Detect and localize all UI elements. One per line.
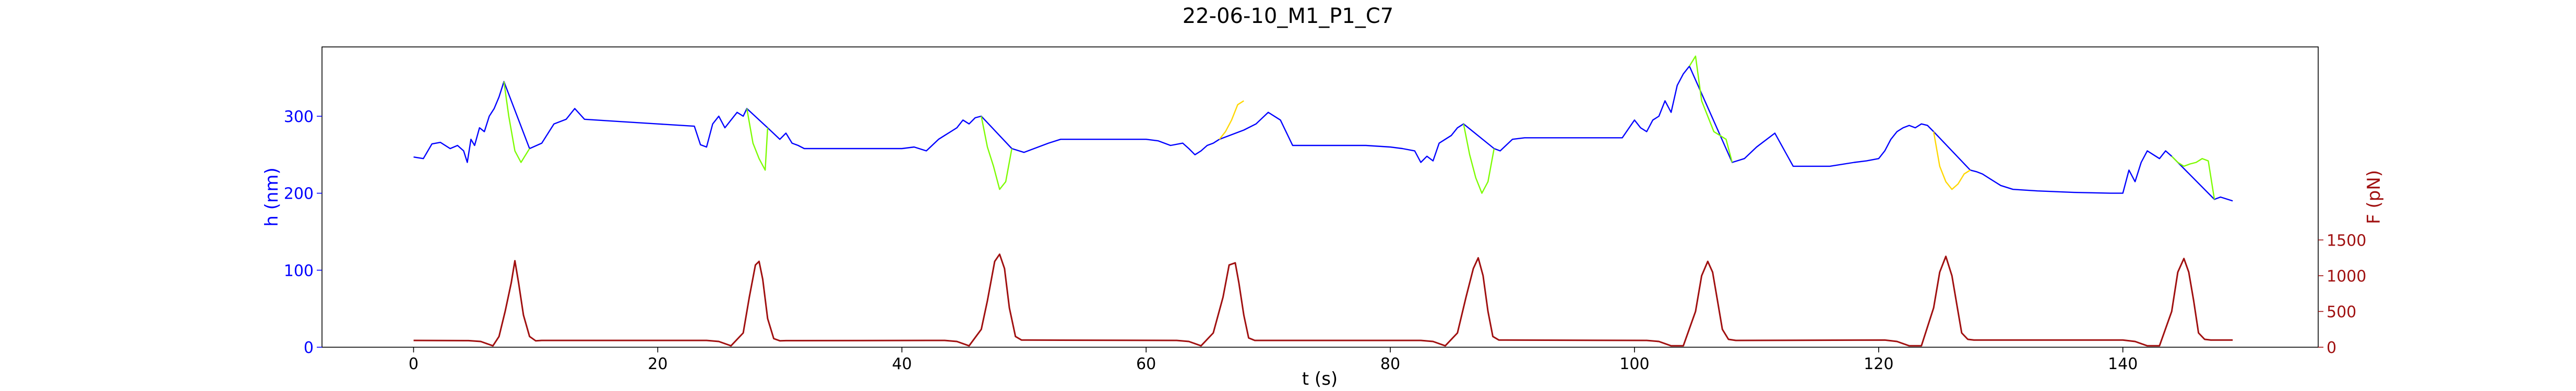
x-tick-label: 140 <box>2108 355 2138 373</box>
height-series-line-4 <box>1219 100 1244 140</box>
height-series-line-8 <box>2171 155 2215 200</box>
height-series-line-7 <box>1933 131 1971 190</box>
height-series-line-2 <box>746 108 769 171</box>
height-series-line-6 <box>1689 55 1733 163</box>
left-tick-label: 100 <box>284 262 314 280</box>
right-tick-label: 1000 <box>2327 267 2366 286</box>
height-series-line-0 <box>413 65 2233 202</box>
right-axis-label: F (pN) <box>2364 170 2384 224</box>
left-axis-label: h (nm) <box>261 167 282 227</box>
right-tick-label: 500 <box>2327 303 2356 321</box>
x-tick-label: 0 <box>409 355 419 373</box>
height-series-line-5 <box>1463 124 1495 194</box>
force-series-line <box>413 253 2233 347</box>
height-series-line-1 <box>503 81 530 163</box>
x-axis-label: t (s) <box>1302 369 1338 389</box>
series-layer <box>413 55 2233 347</box>
left-tick-label: 300 <box>284 108 314 126</box>
height-series-line-3 <box>981 116 1012 190</box>
x-tick-label: 120 <box>1864 355 1893 373</box>
left-axis-ticks: 0 100 200 300 <box>284 108 322 357</box>
x-tick-label: 40 <box>892 355 912 373</box>
chart-title: 22-06-10_M1_P1_C7 <box>1183 4 1393 28</box>
x-tick-label: 60 <box>1136 355 1156 373</box>
x-tick-label: 80 <box>1380 355 1400 373</box>
left-tick-label: 0 <box>304 339 314 357</box>
right-tick-label: 1500 <box>2327 231 2366 250</box>
left-tick-label: 200 <box>284 185 314 203</box>
x-tick-label: 100 <box>1619 355 1649 373</box>
right-tick-label: 0 <box>2327 339 2336 357</box>
right-axis-ticks: 0 500 1000 1500 <box>2318 231 2366 357</box>
x-axis-ticks: 0 20 40 60 80 100 120 140 <box>409 347 2138 373</box>
plot-area: 0 20 40 60 80 100 120 140 0 100 200 300 0 500 1000 15… <box>284 46 2366 373</box>
x-tick-label: 20 <box>648 355 667 373</box>
axes-frame <box>321 46 2319 348</box>
